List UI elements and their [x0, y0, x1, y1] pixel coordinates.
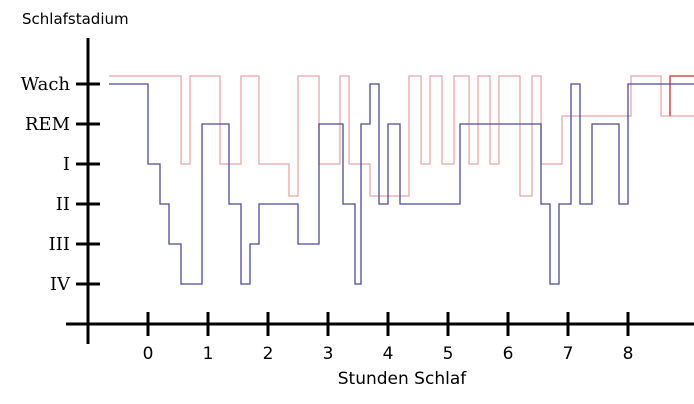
- series-line-1: [109, 75, 694, 197]
- y-tick-label: II: [56, 194, 70, 215]
- x-axis-title: Stunden Schlaf: [338, 369, 467, 389]
- y-tick-label: REM: [25, 114, 70, 135]
- series-line-0: [109, 83, 694, 285]
- x-tick-label: 6: [503, 344, 514, 364]
- labels: Schlafstadium Stunden Schlaf: [22, 10, 467, 389]
- x-tick-label: 1: [203, 344, 214, 364]
- x-tick-label: 3: [323, 344, 334, 364]
- series-line-2: [669, 75, 694, 116]
- x-tick-label: 0: [143, 344, 154, 364]
- y-tick-label: Wach: [21, 74, 71, 95]
- y-axis-title: Schlafstadium: [22, 10, 129, 28]
- x-tick-label: 5: [443, 344, 454, 364]
- x-tick-label: 2: [263, 344, 274, 364]
- y-tick-label: III: [49, 234, 70, 255]
- x-tick-label: 7: [563, 344, 574, 364]
- y-tick-label: IV: [50, 274, 71, 295]
- x-tick-label: 4: [383, 344, 394, 364]
- series-layer: [109, 75, 694, 285]
- x-tick-label: 8: [623, 344, 634, 364]
- y-tick-label: I: [63, 154, 70, 175]
